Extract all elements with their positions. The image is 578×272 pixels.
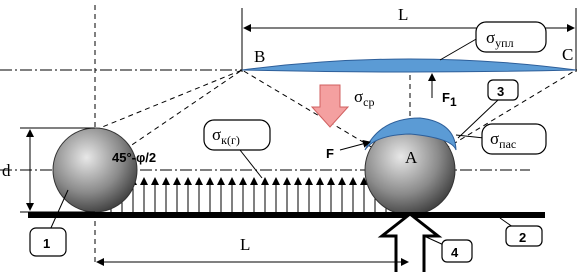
leader	[239, 149, 263, 179]
callout-label: 1	[43, 236, 50, 251]
leader	[439, 37, 479, 61]
callout-label: σк(г)	[212, 125, 240, 147]
point-label: B	[254, 47, 265, 66]
pressure-label: σср	[354, 87, 375, 109]
leader	[455, 134, 485, 139]
force-label: F	[326, 146, 334, 161]
angle-label: 45°-φ/2	[112, 150, 156, 165]
slip-lines	[94, 69, 577, 171]
force-arrow	[339, 139, 371, 151]
callout-label: σпас	[490, 129, 516, 151]
callout	[505, 225, 543, 247]
stress-arrows	[96, 177, 401, 212]
dim-label: d	[2, 161, 11, 180]
callout-label: 3	[497, 84, 504, 99]
callout	[29, 227, 67, 257]
passive-zone	[364, 117, 457, 151]
leader	[49, 189, 69, 231]
callout-label: 2	[519, 230, 526, 245]
callout	[487, 79, 519, 101]
point-label: A	[405, 148, 418, 167]
roller	[52, 127, 138, 213]
dim-label: L	[240, 235, 250, 254]
callout-label: 4	[451, 245, 459, 260]
leader	[457, 99, 499, 139]
callout	[475, 21, 547, 53]
base-plate	[28, 212, 545, 218]
force-label: F1	[442, 90, 457, 109]
callout	[481, 123, 547, 155]
callout-label: σупл	[486, 28, 514, 50]
callout	[441, 239, 473, 263]
support-arrow	[377, 212, 443, 272]
callout	[203, 119, 271, 151]
dim-label: L	[398, 5, 408, 24]
point-label: C	[562, 45, 573, 64]
pressure-arrow	[310, 84, 350, 128]
compaction-zone	[241, 58, 577, 73]
